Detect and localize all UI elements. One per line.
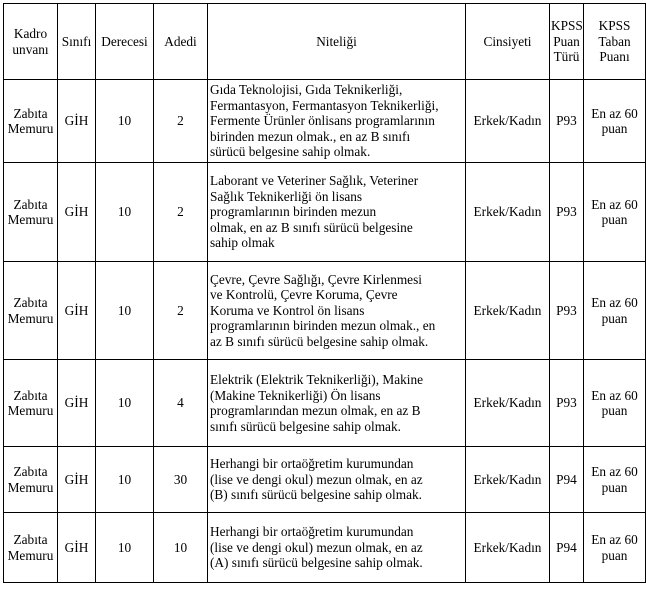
table-row: Zabıta Memuru GİH 10 2 Çevre, Çevre Sağlığı…	[3, 261, 646, 360]
cell-sinifi: GİH	[57, 79, 96, 163]
table-row: Zabıta Memuru GİH 10 2 Laborant ve Veterine…	[3, 162, 646, 262]
header-kadro-unvani: Kadro unvanı	[3, 3, 58, 80]
cell-kpss-puan-turu: P94	[549, 446, 584, 513]
cell-sinifi: GİH	[57, 261, 96, 360]
cell-kpss-taban-puani: En az 60 puan	[583, 359, 646, 447]
table-row: Zabıta Memuru GİH 10 10 Herhangi bir ortaöğ…	[3, 512, 646, 583]
cell-kpss-puan-turu: P94	[549, 512, 584, 583]
cell-kpss-taban-puani: En az 60 puan	[583, 512, 646, 583]
header-derecesi: Derecesi	[95, 3, 154, 80]
cell-cinsiyeti: Erkek/Kadın	[465, 446, 550, 513]
cell-sinifi: GİH	[57, 162, 96, 262]
header-row: Kadro unvanı Sınıfı Derecesi Adedi Niteliği C…	[3, 3, 646, 80]
cell-cinsiyeti: Erkek/Kadın	[465, 162, 550, 262]
cell-derecesi: 10	[95, 512, 154, 583]
cell-adedi: 30	[153, 446, 208, 513]
cell-niteligi: Herhangi bir ortaöğretim kurumundan (lis…	[207, 446, 466, 513]
cell-derecesi: 10	[95, 79, 154, 163]
cell-sinifi: GİH	[57, 512, 96, 583]
table-row: Zabıta Memuru GİH 10 4 Elektrik (Elektrik T…	[3, 359, 646, 447]
header-cinsiyeti: Cinsiyeti	[465, 3, 550, 80]
header-sinifi: Sınıfı	[57, 3, 96, 80]
cell-adedi: 2	[153, 79, 208, 163]
cell-cinsiyeti: Erkek/Kadın	[465, 512, 550, 583]
header-kpss-taban-puani: KPSS Taban Puanı	[583, 3, 646, 80]
cell-kadro-unvani: Zabıta Memuru	[3, 79, 58, 163]
positions-table: Kadro unvanı Sınıfı Derecesi Adedi Niteliği C…	[3, 3, 646, 583]
cell-cinsiyeti: Erkek/Kadın	[465, 261, 550, 360]
cell-kadro-unvani: Zabıta Memuru	[3, 162, 58, 262]
table-row: Zabıta Memuru GİH 10 30 Herhangi bir ortaöğ…	[3, 446, 646, 513]
cell-adedi: 4	[153, 359, 208, 447]
header-kpss-puan-turu: KPSS Puan Türü	[549, 3, 584, 80]
cell-kadro-unvani: Zabıta Memuru	[3, 446, 58, 513]
cell-kadro-unvani: Zabıta Memuru	[3, 359, 58, 447]
cell-kpss-puan-turu: P93	[549, 162, 584, 262]
cell-niteligi: Herhangi bir ortaöğretim kurumundan (lis…	[207, 512, 466, 583]
cell-kadro-unvani: Zabıta Memuru	[3, 512, 58, 583]
cell-cinsiyeti: Erkek/Kadın	[465, 359, 550, 447]
cell-derecesi: 10	[95, 446, 154, 513]
cell-derecesi: 10	[95, 261, 154, 360]
cell-kpss-puan-turu: P93	[549, 261, 584, 360]
cell-niteligi: Laborant ve Veteriner Sağlık, Veteriner …	[207, 162, 466, 262]
cell-derecesi: 10	[95, 359, 154, 447]
cell-sinifi: GİH	[57, 446, 96, 513]
cell-kpss-puan-turu: P93	[549, 79, 584, 163]
cell-niteligi: Elektrik (Elektrik Teknikerliği), Makine…	[207, 359, 466, 447]
header-adedi: Adedi	[153, 3, 208, 80]
cell-kpss-taban-puani: En az 60 puan	[583, 446, 646, 513]
cell-kpss-taban-puani: En az 60 puan	[583, 261, 646, 360]
cell-adedi: 10	[153, 512, 208, 583]
header-niteligi: Niteliği	[207, 3, 466, 80]
cell-kpss-taban-puani: En az 60 puan	[583, 79, 646, 163]
cell-sinifi: GİH	[57, 359, 96, 447]
cell-cinsiyeti: Erkek/Kadın	[465, 79, 550, 163]
cell-kpss-taban-puani: En az 60 puan	[583, 162, 646, 262]
cell-niteligi: Gıda Teknolojisi, Gıda Teknikerliği, Fer…	[207, 79, 466, 163]
cell-kpss-puan-turu: P93	[549, 359, 584, 447]
cell-derecesi: 10	[95, 162, 154, 262]
cell-adedi: 2	[153, 261, 208, 360]
table-row: Zabıta Memuru GİH 10 2 Gıda Teknolojisi, Gı…	[3, 79, 646, 163]
cell-kadro-unvani: Zabıta Memuru	[3, 261, 58, 360]
cell-niteligi: Çevre, Çevre Sağlığı, Çevre Kirlenmesi v…	[207, 261, 466, 360]
cell-adedi: 2	[153, 162, 208, 262]
